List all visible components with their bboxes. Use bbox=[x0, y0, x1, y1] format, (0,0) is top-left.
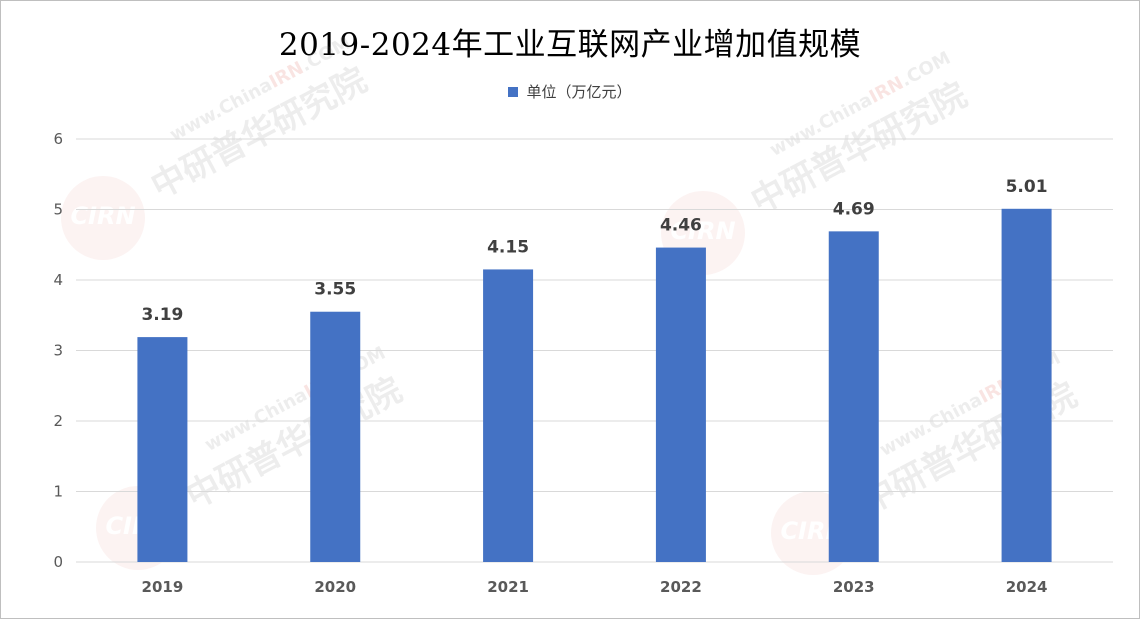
data-label: 4.69 bbox=[833, 199, 875, 219]
x-tick-label: 2023 bbox=[833, 578, 875, 596]
y-tick-label: 2 bbox=[53, 412, 63, 430]
x-tick-label: 2020 bbox=[314, 578, 356, 596]
y-tick-label: 0 bbox=[53, 553, 63, 571]
y-tick-label: 3 bbox=[53, 342, 63, 360]
data-label: 3.55 bbox=[314, 280, 356, 300]
y-tick-label: 6 bbox=[53, 130, 63, 148]
data-label: 3.19 bbox=[141, 305, 183, 325]
y-tick-label: 1 bbox=[53, 483, 63, 501]
data-label: 4.46 bbox=[660, 216, 702, 236]
y-tick-label: 5 bbox=[53, 201, 63, 219]
chart-title: 2019-2024年工业互联网产业增加值规模 bbox=[278, 27, 862, 63]
chart-legend: 单位（万亿元） bbox=[1, 81, 1139, 102]
y-tick-label: 4 bbox=[53, 271, 63, 289]
x-tick-label: 2021 bbox=[487, 578, 529, 596]
legend-label: 单位（万亿元） bbox=[526, 83, 632, 101]
bar bbox=[137, 337, 188, 562]
bar bbox=[655, 247, 706, 562]
data-label: 4.15 bbox=[487, 237, 529, 257]
bar bbox=[310, 311, 361, 562]
data-label: 5.01 bbox=[1006, 177, 1048, 197]
bar bbox=[1001, 208, 1052, 563]
bar bbox=[483, 269, 534, 562]
x-tick-label: 2019 bbox=[142, 578, 184, 596]
bar bbox=[828, 231, 879, 563]
x-tick-label: 2022 bbox=[660, 578, 702, 596]
x-tick-label: 2024 bbox=[1006, 578, 1048, 596]
legend-swatch bbox=[508, 87, 519, 97]
